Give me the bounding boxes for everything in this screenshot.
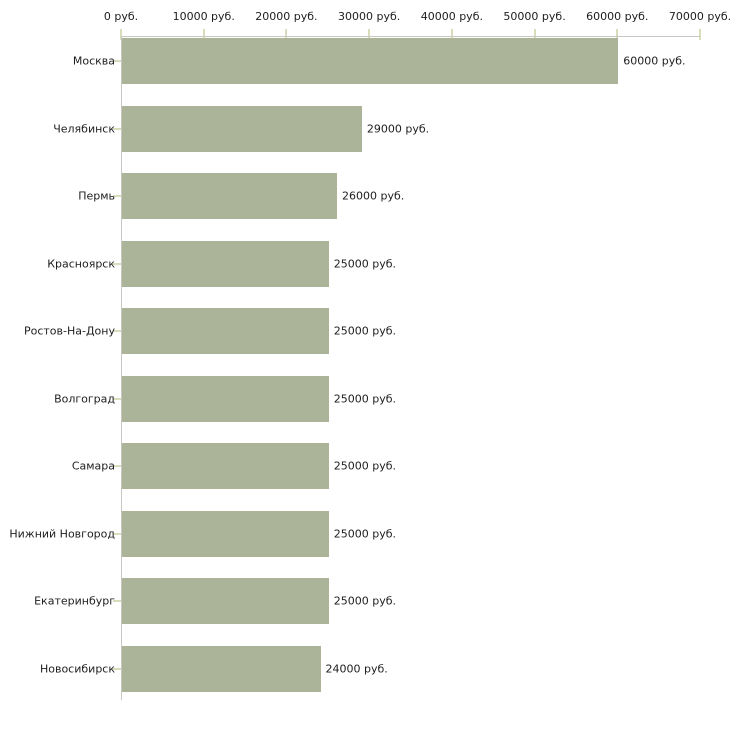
bar-8: [122, 510, 329, 557]
value-label: 25000 руб.: [333, 392, 397, 405]
bar-2: [122, 105, 362, 152]
category-label: Нижний Новгород: [9, 527, 115, 540]
category-label: Ростов-На-Дону: [23, 324, 115, 338]
x-axis-tick-label: 50000 руб.: [503, 10, 566, 23]
value-label: 29000 руб.: [366, 122, 430, 135]
value-label: 25000 руб.: [333, 594, 397, 608]
x-axis-tick-label: 30000 руб.: [338, 10, 401, 23]
x-axis-tick-label: 0 руб.: [103, 10, 139, 23]
x-axis-tick-mark: [285, 29, 288, 40]
value-label: 24000 руб.: [325, 662, 388, 675]
category-tick-mark: [113, 600, 121, 602]
x-axis-tick-mark: [368, 29, 371, 40]
category-label: Пермь: [78, 189, 115, 203]
bar-9: [122, 578, 329, 624]
category-tick-mark: [113, 532, 121, 535]
x-axis-tick-mark: [616, 29, 619, 40]
x-axis-tick-mark: [533, 29, 536, 40]
bar-6: [122, 375, 329, 422]
bar-5: [122, 308, 329, 354]
x-axis-tick-mark: [202, 29, 205, 40]
x-axis-tick-label: 70000 руб.: [668, 10, 730, 23]
category-tick-mark: [113, 465, 121, 467]
bar-1: [122, 38, 619, 84]
category-label: Челябинск: [53, 122, 115, 135]
bar-3: [122, 173, 338, 219]
value-label: 60000 руб.: [623, 54, 686, 68]
value-label: 25000 руб.: [333, 257, 397, 270]
x-axis-tick-mark: [120, 29, 122, 40]
category-label: Самара: [71, 459, 115, 473]
category-label: Новосибирск: [39, 662, 115, 675]
bar-7: [122, 443, 329, 489]
y-axis-line: [121, 36, 122, 700]
category-label: Волгоград: [54, 392, 115, 405]
x-axis-tick-label: 40000 руб.: [420, 10, 483, 23]
bar-10: [122, 645, 321, 692]
x-axis-tick-mark: [450, 29, 453, 40]
x-axis-line: [121, 36, 700, 37]
value-label: 25000 руб.: [333, 459, 397, 473]
category-tick-mark: [113, 397, 121, 400]
category-label: Москва: [72, 54, 115, 68]
x-axis-tick-label: 20000 руб.: [255, 10, 318, 23]
category-tick-mark: [113, 262, 121, 265]
category-tick-mark: [113, 127, 121, 130]
category-tick-mark: [113, 195, 121, 197]
value-label: 25000 руб.: [333, 324, 397, 338]
category-label: Екатеринбург: [34, 594, 115, 608]
category-tick-mark: [113, 60, 121, 62]
x-axis-tick-label: 10000 руб.: [172, 10, 235, 23]
bar-4: [122, 240, 329, 287]
x-axis-tick-label: 60000 руб.: [586, 10, 649, 23]
category-tick-mark: [113, 330, 121, 332]
category-tick-mark: [113, 667, 121, 670]
x-axis-tick-mark: [699, 29, 701, 40]
value-label: 26000 руб.: [342, 189, 405, 203]
category-label: Красноярск: [47, 257, 115, 270]
value-label: 25000 руб.: [333, 527, 397, 540]
